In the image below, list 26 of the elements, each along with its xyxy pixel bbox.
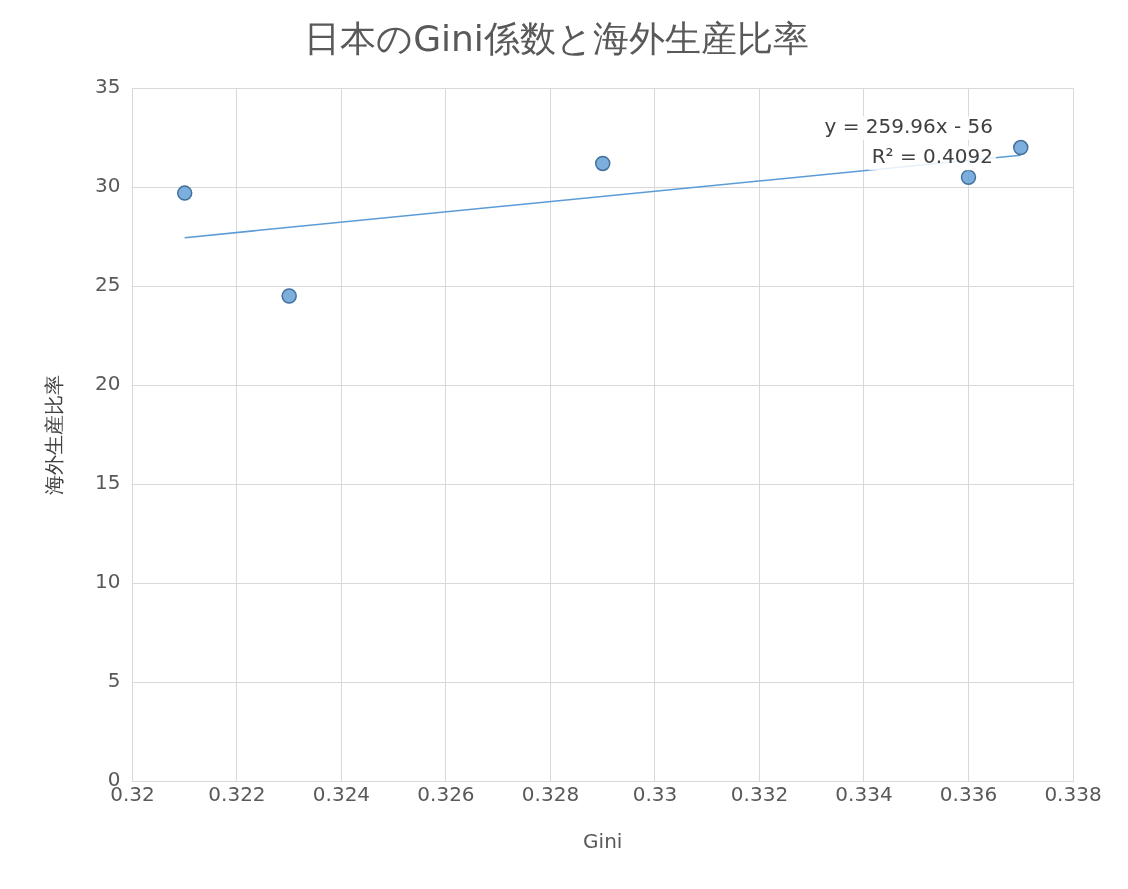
- y-tick-label: 35: [95, 74, 121, 99]
- x-tick-label: 0.338: [1044, 782, 1102, 807]
- annotation: y = 259.96x - 56: [824, 114, 993, 139]
- x-tick-label: 0.322: [208, 782, 266, 807]
- y-tick-label: 20: [95, 371, 121, 396]
- x-tick-label: 0.332: [730, 782, 789, 807]
- point: [281, 288, 297, 304]
- y-tick-label: 30: [95, 173, 121, 198]
- x-tick-label: 0.326: [417, 782, 475, 807]
- x-tick-label: 0.324: [312, 782, 371, 807]
- point: [176, 185, 193, 201]
- x-axis-title: Gini: [583, 829, 623, 854]
- annotation: R² = 0.4092: [871, 144, 993, 169]
- y-axis-title: 海外生産比率: [42, 374, 67, 495]
- y-tick-label: 15: [95, 470, 121, 495]
- y-tick-label: 10: [95, 569, 121, 594]
- point: [1013, 139, 1029, 156]
- chart-title: 日本のGini係数と海外生産比率: [304, 17, 809, 59]
- point: [960, 169, 977, 186]
- y-tick-label: 5: [107, 668, 121, 693]
- x-tick-label: 0.336: [939, 782, 998, 807]
- y-tick-label: 25: [95, 272, 121, 297]
- x-tick-label: 0.33: [632, 782, 678, 807]
- point: [594, 155, 611, 172]
- x-tick-label: 0.334: [835, 782, 893, 807]
- x-tick-label: 0.328: [521, 782, 580, 807]
